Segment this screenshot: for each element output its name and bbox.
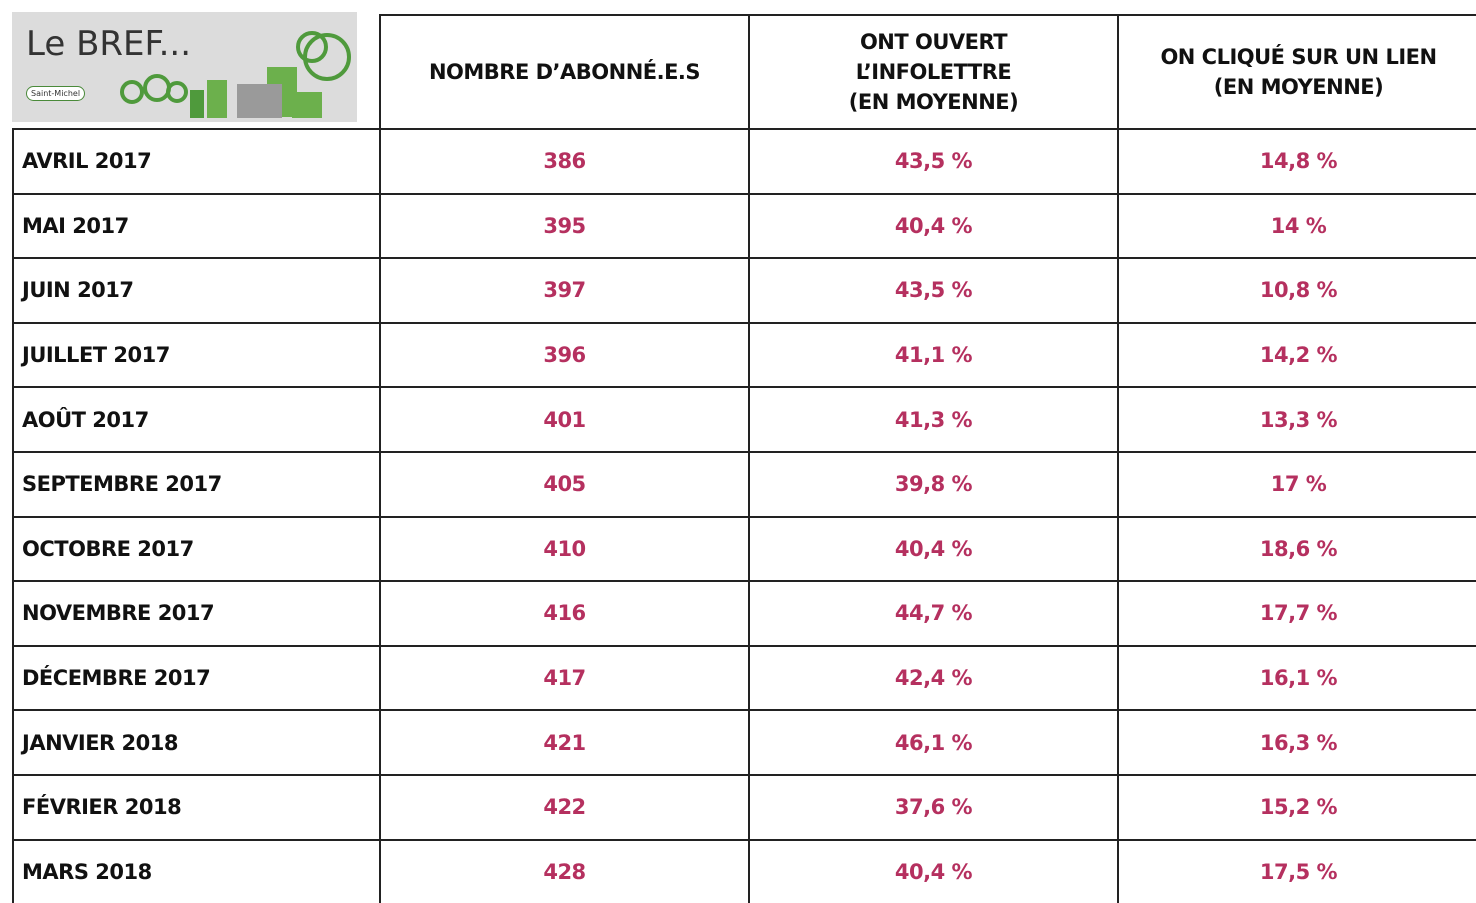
cell-value: 421 <box>379 709 750 776</box>
row-label: FÉVRIER 2018 <box>12 774 381 841</box>
cell-value: 14,8 % <box>1117 128 1476 195</box>
header-text: (EN MOYENNE) <box>1214 72 1383 102</box>
cell-value: 395 <box>379 193 750 260</box>
cell-value: 416 <box>379 580 750 647</box>
page: Le BREF... Saint-Michel NOMBRE D’ABONNÉ.… <box>0 0 1476 903</box>
cell-value: 386 <box>379 128 750 195</box>
cell-value: 37,6 % <box>748 774 1119 841</box>
cell-value: 40,4 % <box>748 193 1119 260</box>
cell-value: 405 <box>379 451 750 518</box>
cell-value: 410 <box>379 516 750 583</box>
cell-value: 396 <box>379 322 750 389</box>
cell-value: 41,3 % <box>748 386 1119 453</box>
row-label: NOVEMBRE 2017 <box>12 580 381 647</box>
cell-value: 10,8 % <box>1117 257 1476 324</box>
cell-value: 39,8 % <box>748 451 1119 518</box>
row-label: AOÛT 2017 <box>12 386 381 453</box>
row-label: JUILLET 2017 <box>12 322 381 389</box>
row-label: AVRIL 2017 <box>12 128 381 195</box>
header-text: (EN MOYENNE) <box>849 87 1018 117</box>
header-text: ON CLIQUÉ SUR UN LIEN <box>1160 42 1436 72</box>
cell-value: 40,4 % <box>748 516 1119 583</box>
header-cell: NOMBRE D’ABONNÉ.E.S <box>379 14 750 130</box>
cell-value: 43,5 % <box>748 128 1119 195</box>
cell-value: 17,5 % <box>1117 839 1476 903</box>
row-label: SEPTEMBRE 2017 <box>12 451 381 518</box>
cell-value: 41,1 % <box>748 322 1119 389</box>
header-text: NOMBRE D’ABONNÉ.E.S <box>429 57 700 87</box>
row-label: MAI 2017 <box>12 193 381 260</box>
cell-value: 13,3 % <box>1117 386 1476 453</box>
cell-value: 15,2 % <box>1117 774 1476 841</box>
cell-value: 44,7 % <box>748 580 1119 647</box>
logo-art <box>12 12 357 122</box>
cell-value: 422 <box>379 774 750 841</box>
header-text: ONT OUVERT <box>860 27 1007 57</box>
row-label: JANVIER 2018 <box>12 709 381 776</box>
cell-value: 16,3 % <box>1117 709 1476 776</box>
cell-value: 17,7 % <box>1117 580 1476 647</box>
cell-value: 14 % <box>1117 193 1476 260</box>
logo: Le BREF... Saint-Michel <box>12 12 357 122</box>
row-label: OCTOBRE 2017 <box>12 516 381 583</box>
cell-value: 17 % <box>1117 451 1476 518</box>
cell-value: 428 <box>379 839 750 903</box>
row-label: DÉCEMBRE 2017 <box>12 645 381 712</box>
cell-value: 401 <box>379 386 750 453</box>
cell-value: 16,1 % <box>1117 645 1476 712</box>
row-label: JUIN 2017 <box>12 257 381 324</box>
cell-value: 417 <box>379 645 750 712</box>
cell-value: 46,1 % <box>748 709 1119 776</box>
cell-value: 18,6 % <box>1117 516 1476 583</box>
header-cell: ON CLIQUÉ SUR UN LIEN(EN MOYENNE) <box>1117 14 1476 130</box>
cell-value: 14,2 % <box>1117 322 1476 389</box>
cell-value: 43,5 % <box>748 257 1119 324</box>
header-text: L’INFOLETTRE <box>856 57 1012 87</box>
row-label: MARS 2018 <box>12 839 381 903</box>
cell-value: 42,4 % <box>748 645 1119 712</box>
cell-value: 40,4 % <box>748 839 1119 903</box>
cell-value: 397 <box>379 257 750 324</box>
